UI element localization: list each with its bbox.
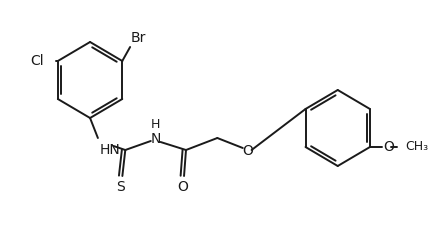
Text: Cl: Cl xyxy=(31,54,44,68)
Text: S: S xyxy=(116,180,125,194)
Text: H: H xyxy=(151,118,160,131)
Text: CH₃: CH₃ xyxy=(405,140,428,153)
Text: O: O xyxy=(178,180,188,194)
Text: HN: HN xyxy=(100,143,121,157)
Text: O: O xyxy=(242,144,253,158)
Text: N: N xyxy=(150,132,161,146)
Text: Br: Br xyxy=(131,31,146,45)
Text: O: O xyxy=(384,140,394,154)
